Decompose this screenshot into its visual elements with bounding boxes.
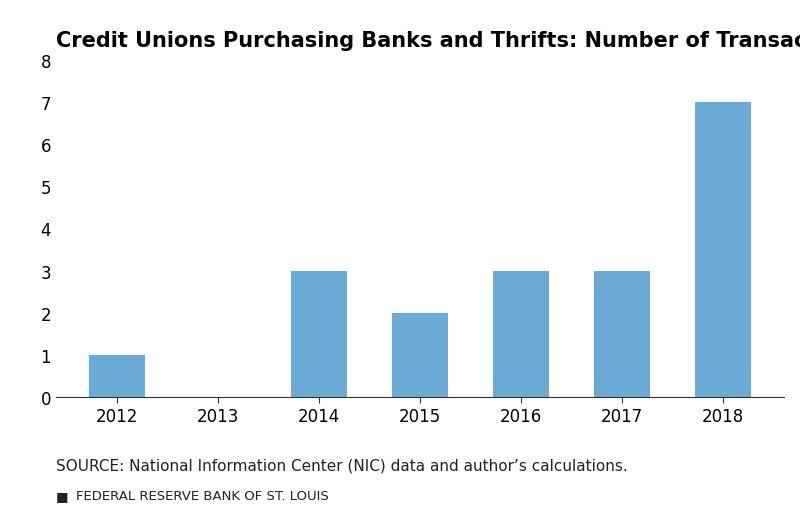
Bar	[89, 355, 145, 397]
Text: ■: ■	[56, 489, 69, 501]
Text: SOURCE: National Information Center (NIC) data and author’s calculations.: SOURCE: National Information Center (NIC…	[56, 458, 628, 473]
Bar	[494, 271, 549, 397]
Bar	[291, 271, 346, 397]
Text: FEDERAL RESERVE BANK OF ST. LOUIS: FEDERAL RESERVE BANK OF ST. LOUIS	[76, 489, 329, 501]
Text: Credit Unions Purchasing Banks and Thrifts: Number of Transactions per Year: Credit Unions Purchasing Banks and Thrif…	[56, 31, 800, 51]
Bar	[392, 313, 448, 397]
Bar	[695, 103, 751, 397]
Bar	[594, 271, 650, 397]
